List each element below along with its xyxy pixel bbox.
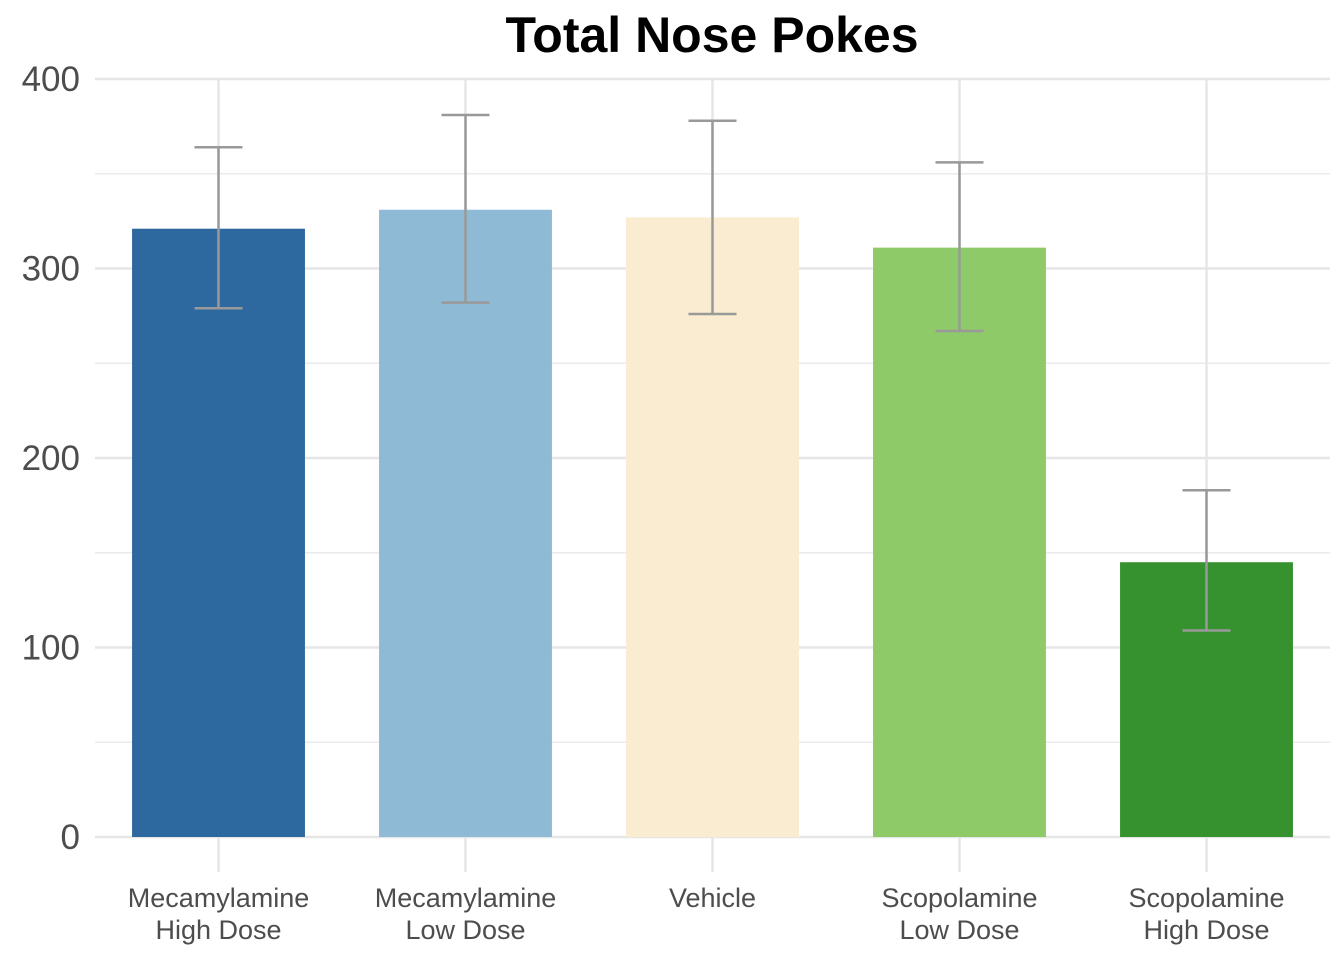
y-tick-label: 0 <box>61 818 80 857</box>
bar <box>873 247 1046 837</box>
x-tick-label: Scopolamine Low Dose <box>881 883 1037 945</box>
y-tick-label: 100 <box>22 629 80 668</box>
x-tick-label: Mecamylamine High Dose <box>128 883 310 945</box>
error-bars <box>194 113 1231 632</box>
y-tick-label: 200 <box>22 439 80 478</box>
y-tick-label: 300 <box>22 250 80 289</box>
x-tick-label: Mecamylamine Low Dose <box>375 883 557 945</box>
bars <box>132 209 1293 837</box>
bar <box>626 217 799 837</box>
x-tick-label: Scopolamine High Dose <box>1128 883 1284 945</box>
bar <box>132 228 305 837</box>
x-axis: Mecamylamine High Dose Mecamylamine Low Dos… <box>128 883 1285 945</box>
chart-title: Total Nose Pokes <box>505 7 918 63</box>
y-tick-label: 400 <box>22 60 80 99</box>
y-axis: 0 100 200 300 400 <box>22 60 80 857</box>
x-tick-label: Vehicle <box>669 883 756 913</box>
bar <box>379 209 552 837</box>
